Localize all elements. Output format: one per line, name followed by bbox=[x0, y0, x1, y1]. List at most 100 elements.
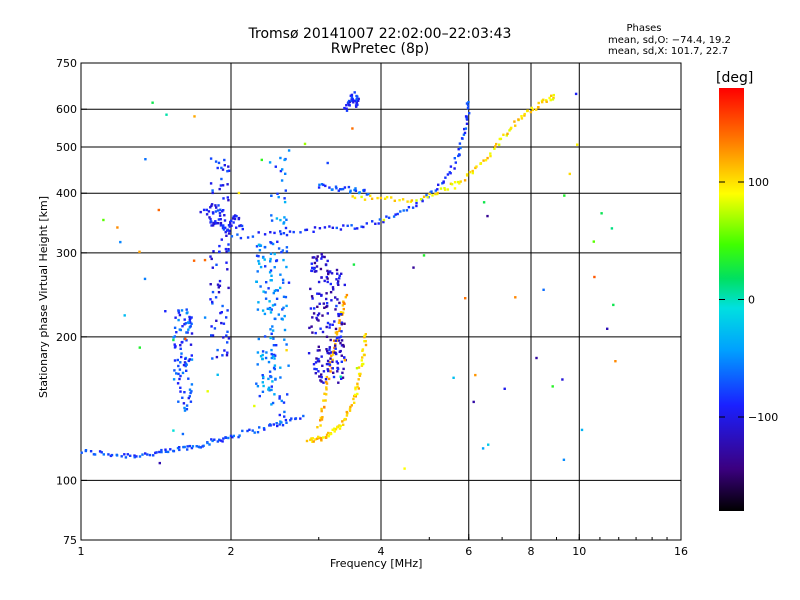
echo-point bbox=[267, 360, 271, 364]
echo-point bbox=[393, 199, 396, 202]
echo-point bbox=[263, 335, 267, 338]
echo-point bbox=[202, 208, 206, 212]
echo-point bbox=[178, 446, 181, 449]
echo-point bbox=[220, 166, 223, 170]
echo-point bbox=[529, 110, 533, 114]
echo-point bbox=[283, 328, 287, 332]
echo-point bbox=[341, 311, 345, 314]
echo-point bbox=[329, 370, 332, 373]
echo-point bbox=[309, 307, 313, 310]
echo-point bbox=[332, 339, 336, 342]
echo-point bbox=[255, 245, 259, 248]
echo-point bbox=[335, 352, 338, 356]
echo-point bbox=[335, 226, 338, 230]
echo-point bbox=[275, 344, 278, 347]
echo-point bbox=[551, 385, 554, 388]
echo-point bbox=[214, 210, 218, 213]
echo-point bbox=[363, 340, 366, 343]
echo-point bbox=[181, 432, 185, 436]
echo-point bbox=[342, 423, 345, 426]
echo-point bbox=[355, 105, 358, 108]
echo-point bbox=[355, 100, 359, 104]
echo-point bbox=[352, 101, 355, 104]
echo-point bbox=[592, 240, 595, 243]
echo-point bbox=[312, 230, 315, 233]
echo-point bbox=[363, 188, 366, 192]
echo-point bbox=[227, 249, 230, 252]
echo-point bbox=[274, 354, 277, 357]
echo-point bbox=[158, 461, 161, 465]
echo-point bbox=[331, 360, 334, 363]
echo-point bbox=[318, 292, 321, 295]
x-tick-label: 8 bbox=[528, 545, 535, 558]
echo-point bbox=[463, 179, 467, 182]
echo-point bbox=[338, 301, 341, 305]
echo-point bbox=[187, 396, 190, 400]
echo-point bbox=[269, 279, 272, 282]
echo-point bbox=[263, 312, 267, 316]
echo-point bbox=[343, 283, 346, 287]
echo-point bbox=[220, 238, 223, 241]
echo-point bbox=[314, 331, 317, 335]
echo-point bbox=[279, 366, 282, 369]
x-tick-label: 4 bbox=[378, 545, 385, 558]
echo-point bbox=[361, 348, 365, 351]
echo-point bbox=[422, 195, 426, 198]
echo-point bbox=[436, 191, 439, 195]
echo-point bbox=[226, 196, 229, 199]
echo-point bbox=[325, 380, 328, 384]
echo-point bbox=[311, 331, 314, 334]
echo-point bbox=[342, 343, 345, 347]
echo-point bbox=[270, 348, 273, 352]
echo-point bbox=[337, 280, 340, 283]
echo-point bbox=[235, 226, 238, 229]
echo-point bbox=[179, 390, 182, 393]
echo-point bbox=[138, 455, 142, 458]
echo-point bbox=[468, 170, 472, 174]
echo-point bbox=[165, 113, 168, 116]
echo-point bbox=[287, 281, 291, 284]
echo-point bbox=[336, 330, 339, 334]
echo-point bbox=[334, 339, 337, 342]
echo-point bbox=[186, 311, 189, 314]
echo-point bbox=[280, 179, 284, 182]
echo-point bbox=[334, 342, 337, 346]
echo-point bbox=[479, 162, 482, 165]
echo-point bbox=[308, 326, 311, 330]
echo-point bbox=[324, 436, 328, 439]
echo-point bbox=[261, 350, 265, 353]
echo-point bbox=[273, 357, 276, 360]
echo-point bbox=[458, 153, 461, 157]
echo-point bbox=[256, 385, 260, 388]
echo-point bbox=[343, 106, 346, 110]
echo-point bbox=[563, 194, 566, 197]
echo-point bbox=[325, 297, 328, 301]
echo-point bbox=[92, 453, 96, 456]
x-tick-label: 6 bbox=[465, 545, 472, 558]
echo-point bbox=[315, 265, 319, 268]
echo-point bbox=[211, 189, 214, 192]
echo-point bbox=[316, 349, 319, 352]
echo-point bbox=[343, 359, 346, 362]
echo-point bbox=[157, 208, 160, 212]
echo-point bbox=[271, 380, 274, 383]
echo-point bbox=[410, 199, 414, 202]
echo-point bbox=[173, 335, 176, 338]
echo-point bbox=[316, 360, 320, 363]
echo-point bbox=[356, 227, 359, 230]
echo-point bbox=[318, 375, 321, 378]
echo-point bbox=[336, 362, 340, 365]
echo-point bbox=[466, 107, 470, 110]
echo-point bbox=[332, 371, 335, 374]
echo-point bbox=[468, 112, 471, 115]
echo-point bbox=[394, 213, 397, 216]
echo-point bbox=[415, 199, 418, 202]
echo-point bbox=[514, 124, 517, 127]
echo-point bbox=[284, 189, 287, 192]
echo-point bbox=[499, 137, 503, 141]
echo-point bbox=[268, 300, 271, 303]
echo-point bbox=[185, 369, 188, 372]
echo-point bbox=[270, 274, 273, 277]
echo-point bbox=[172, 449, 175, 453]
echo-point bbox=[357, 366, 361, 369]
